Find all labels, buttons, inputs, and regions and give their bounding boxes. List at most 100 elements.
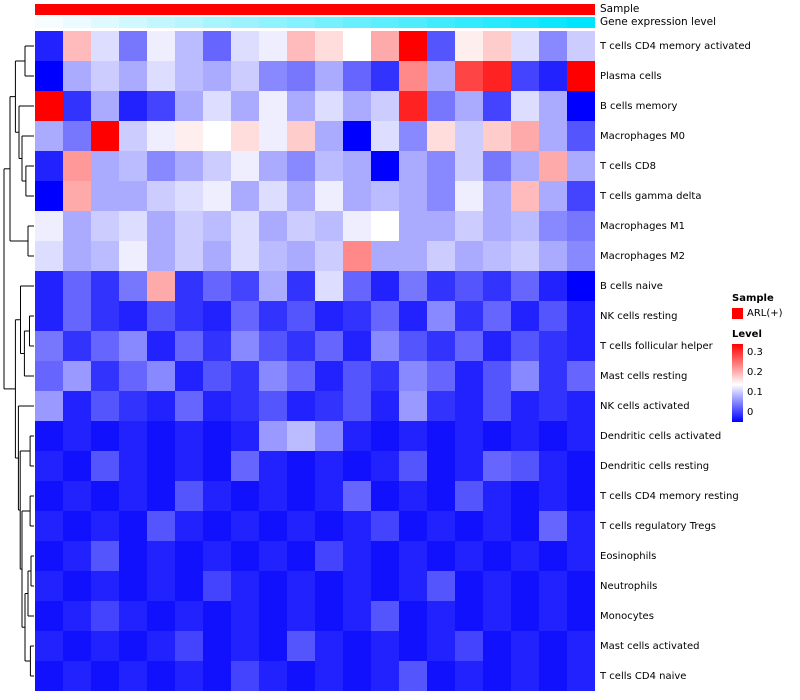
row-label: T cells CD4 naive: [600, 670, 687, 682]
row-label: T cells gamma delta: [600, 190, 702, 202]
heatmap-row: [35, 481, 595, 511]
heatmap-cell: [343, 421, 371, 451]
heatmap-cell: [567, 181, 595, 211]
heatmap-cell: [203, 241, 231, 271]
heatmap-cell: [175, 211, 203, 241]
heatmap-cell: [315, 391, 343, 421]
row-label: T cells follicular helper: [600, 340, 713, 352]
heatmap-cell: [203, 301, 231, 331]
heatmap-cell: [175, 451, 203, 481]
heatmap-cell: [91, 481, 119, 511]
heatmap-cell: [63, 151, 91, 181]
heatmap-cell: [91, 451, 119, 481]
heatmap-cell: [343, 151, 371, 181]
heatmap-cell: [147, 601, 175, 631]
heatmap-cell: [63, 571, 91, 601]
heatmap-cell: [91, 361, 119, 391]
heatmap-cell: [455, 301, 483, 331]
heatmap-cell: [119, 331, 147, 361]
heatmap-cell: [343, 271, 371, 301]
heatmap-cell: [259, 451, 287, 481]
heatmap-cell: [119, 241, 147, 271]
heatmap-cell: [231, 241, 259, 271]
heatmap-cell: [539, 331, 567, 361]
heatmap-cell: [147, 151, 175, 181]
heatmap-cell: [259, 331, 287, 361]
heatmap-cell: [175, 661, 203, 691]
heatmap-cell: [203, 271, 231, 301]
heatmap-cell: [63, 361, 91, 391]
heatmap-cell: [35, 481, 63, 511]
row-dendrogram: [3, 45, 34, 677]
heatmap-cell: [399, 601, 427, 631]
heatmap-cell: [147, 211, 175, 241]
annotation-label-sample: Sample: [600, 3, 640, 15]
heatmap-cell: [511, 301, 539, 331]
heatmap-cell: [455, 541, 483, 571]
heatmap-cell: [231, 601, 259, 631]
row-label: Macrophages M2: [600, 250, 685, 262]
heatmap-cell: [427, 61, 455, 91]
heatmap-cell: [455, 121, 483, 151]
heatmap-cell: [371, 421, 399, 451]
heatmap-cell: [539, 271, 567, 301]
heatmap-cell: [539, 601, 567, 631]
heatmap-cell: [203, 661, 231, 691]
heatmap-cell: [371, 121, 399, 151]
heatmap-cell: [91, 391, 119, 421]
heatmap-cell: [483, 601, 511, 631]
heatmap-cell: [259, 181, 287, 211]
heatmap-cell: [203, 481, 231, 511]
heatmap-cell: [483, 181, 511, 211]
expression-annotation-cell: [231, 17, 259, 28]
heatmap-cell: [427, 151, 455, 181]
heatmap-cell: [259, 601, 287, 631]
heatmap-cell: [455, 511, 483, 541]
heatmap-cell: [511, 601, 539, 631]
heatmap-cell: [539, 61, 567, 91]
heatmap-cell: [147, 241, 175, 271]
heatmap-cell: [567, 511, 595, 541]
row-label: Macrophages M1: [600, 220, 685, 232]
heatmap-cell: [455, 61, 483, 91]
heatmap-cell: [231, 271, 259, 301]
heatmap-cell: [483, 331, 511, 361]
heatmap-cell: [427, 181, 455, 211]
heatmap-cell: [147, 61, 175, 91]
heatmap-cell: [427, 271, 455, 301]
heatmap-cell: [175, 571, 203, 601]
heatmap-cell: [427, 601, 455, 631]
heatmap-cell: [539, 391, 567, 421]
heatmap-cell: [91, 331, 119, 361]
heatmap-cell: [63, 31, 91, 61]
heatmap-row: [35, 601, 595, 631]
heatmap-cell: [399, 31, 427, 61]
heatmap-cell: [455, 451, 483, 481]
heatmap-cell: [63, 61, 91, 91]
heatmap-cell: [259, 91, 287, 121]
heatmap-cell: [539, 661, 567, 691]
row-label: Mast cells resting: [600, 370, 688, 382]
heatmap-cell: [35, 181, 63, 211]
row-label: Monocytes: [600, 610, 654, 622]
expression-annotation-cell: [567, 17, 595, 28]
heatmap-cell: [427, 661, 455, 691]
heatmap-cell: [343, 661, 371, 691]
heatmap-cell: [63, 91, 91, 121]
heatmap-cell: [259, 211, 287, 241]
heatmap-cell: [175, 511, 203, 541]
heatmap-cell: [35, 121, 63, 151]
heatmap-cell: [539, 151, 567, 181]
heatmap-cell: [203, 91, 231, 121]
heatmap-cell: [371, 661, 399, 691]
heatmap-cell: [259, 571, 287, 601]
heatmap-cell: [287, 331, 315, 361]
row-label: Neutrophils: [600, 580, 658, 592]
heatmap-cell: [343, 391, 371, 421]
row-label: T cells CD8: [600, 160, 656, 172]
heatmap-cell: [119, 31, 147, 61]
heatmap-cell: [63, 541, 91, 571]
heatmap-cell: [343, 481, 371, 511]
heatmap-cell: [91, 631, 119, 661]
expression-annotation-cell: [119, 17, 147, 28]
